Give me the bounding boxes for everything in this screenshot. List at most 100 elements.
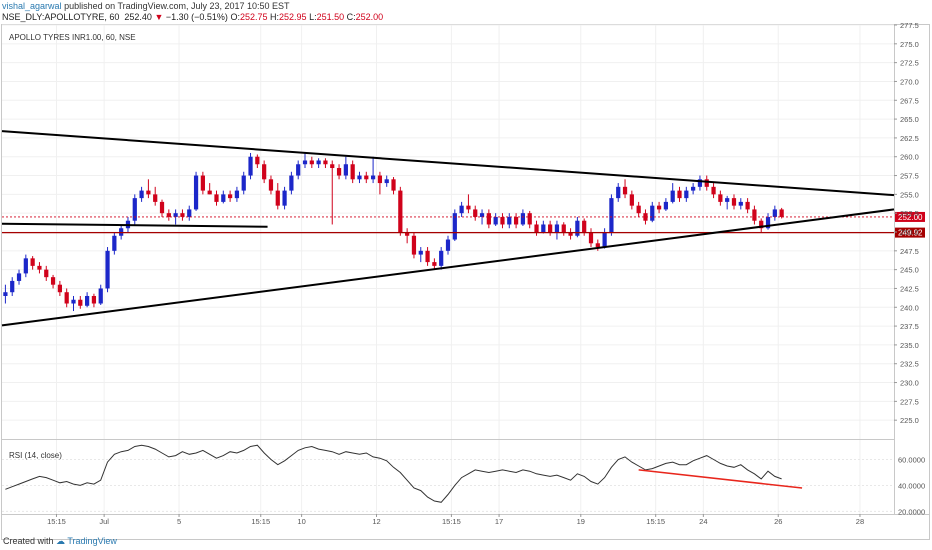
last-price: 252.40 <box>124 12 152 22</box>
price-tick-label: 245.0 <box>900 266 919 275</box>
symbol: NSE_DLY:APOLLOTYRE, 60 <box>2 12 120 22</box>
candle-body <box>336 168 342 176</box>
candle-body <box>85 295 90 306</box>
price-tick-label: 257.5 <box>900 172 919 181</box>
rsi-tick-label: 20.0000 <box>898 507 925 516</box>
candle-body <box>759 220 764 229</box>
candle-body <box>50 277 56 285</box>
candle-body <box>391 179 396 191</box>
candle-body <box>330 164 335 169</box>
candle-body <box>357 175 362 180</box>
candle-body <box>520 213 526 225</box>
publish-info: vishal_agarwal published on TradingView.… <box>2 1 290 11</box>
candle-body <box>153 194 158 202</box>
candle-body <box>309 160 314 165</box>
candle-body <box>180 213 185 217</box>
price-label-text: 252.00 <box>898 213 923 222</box>
price-tick-label: 275.0 <box>900 40 919 49</box>
low-value: 251.50 <box>316 12 345 22</box>
candle-body <box>629 194 634 206</box>
candle-body <box>370 175 376 180</box>
candle-body <box>384 179 389 184</box>
footer: Created with ☁ TradingView <box>3 536 117 547</box>
candle-body <box>282 190 287 206</box>
candle-body <box>493 216 498 225</box>
price-tick-label: 272.5 <box>900 59 919 68</box>
candle-body <box>432 262 437 266</box>
candle-body <box>377 175 383 184</box>
candle-body <box>677 190 682 199</box>
candle-body <box>91 295 97 304</box>
candle-body <box>439 250 444 266</box>
price-tick-label: 265.0 <box>900 115 919 124</box>
low-label: L: <box>309 12 317 22</box>
created-with-text: Created with <box>3 536 54 546</box>
candle-body <box>146 190 151 195</box>
candle-body <box>323 160 328 165</box>
price-tick-label: 235.0 <box>900 341 919 350</box>
cloud-icon: ☁ <box>56 536 66 546</box>
candle-body <box>479 213 485 217</box>
candle-body <box>262 164 267 180</box>
trendline <box>1 222 268 228</box>
time-axis: 15:15 Jul 5 15:15 10 12 15:15 17 19 15:15 24 26 28 <box>47 514 864 526</box>
candle-body <box>643 213 648 221</box>
candle-body <box>452 213 457 240</box>
candle-body <box>513 216 519 225</box>
time-tick-label: 28 <box>856 517 864 526</box>
time-tick-label: 24 <box>699 517 707 526</box>
candle-body <box>227 194 233 199</box>
time-tick-label: 15:15 <box>47 517 66 526</box>
candle-body <box>214 194 219 202</box>
price-tick-label: 277.5 <box>900 21 919 30</box>
candle-body <box>296 164 301 176</box>
candles <box>3 152 784 312</box>
candle-body <box>268 179 274 191</box>
candle-body <box>745 201 750 210</box>
rsi-tick-label: 40.0000 <box>898 481 925 490</box>
high-value: 252.95 <box>279 12 307 22</box>
price-tick-label: 227.5 <box>900 397 919 406</box>
candle-body <box>575 220 580 236</box>
candle-body <box>704 179 709 187</box>
candle-body <box>418 250 423 255</box>
price-tick-label: 260.0 <box>900 153 919 162</box>
price-tick-label: 250.0 <box>900 228 919 237</box>
author-link[interactable]: vishal_agarwal <box>2 1 62 11</box>
time-tick-label: Jul <box>99 517 109 526</box>
price-change: −1.30 (−0.51%) <box>165 12 228 22</box>
candle-body <box>44 269 49 278</box>
pane-divider <box>2 439 894 440</box>
candle-body <box>636 205 641 214</box>
candle-body <box>779 209 784 217</box>
time-tick-label: 10 <box>297 517 305 526</box>
candle-body <box>582 220 587 232</box>
close-value: 252.00 <box>355 12 384 22</box>
candle-body <box>588 232 594 244</box>
price-tick-label: 232.5 <box>900 360 919 369</box>
price-tick-label: 247.5 <box>900 247 919 256</box>
open-label: O: <box>230 12 240 22</box>
candle-body <box>71 299 76 304</box>
candle-body <box>98 288 103 304</box>
symbol-info: NSE_DLY:APOLLOTYRE, 60 252.40 ▼ −1.30 (−… <box>2 12 383 22</box>
candle-body <box>187 209 192 217</box>
candle-body <box>64 292 69 304</box>
price-axis: 225.0 227.5 230.0 232.5 235.0 237.5 240.0 242.5… <box>894 21 919 425</box>
candle-body <box>466 205 471 210</box>
price-tick-label: 255.0 <box>900 190 919 199</box>
candle-body <box>663 201 669 210</box>
price-tick-label: 252.5 <box>900 209 919 218</box>
candle-body <box>718 194 723 202</box>
candle-body <box>234 190 240 199</box>
candle-body <box>207 190 212 195</box>
grid-lines <box>2 24 894 514</box>
candle-body <box>561 224 566 232</box>
candle-body <box>16 273 22 281</box>
price-tick-label: 225.0 <box>900 416 919 425</box>
candle-body <box>656 205 662 210</box>
candle-body <box>411 235 417 255</box>
candle-body <box>132 198 137 221</box>
tradingview-logo-link[interactable]: TradingView <box>67 536 117 546</box>
